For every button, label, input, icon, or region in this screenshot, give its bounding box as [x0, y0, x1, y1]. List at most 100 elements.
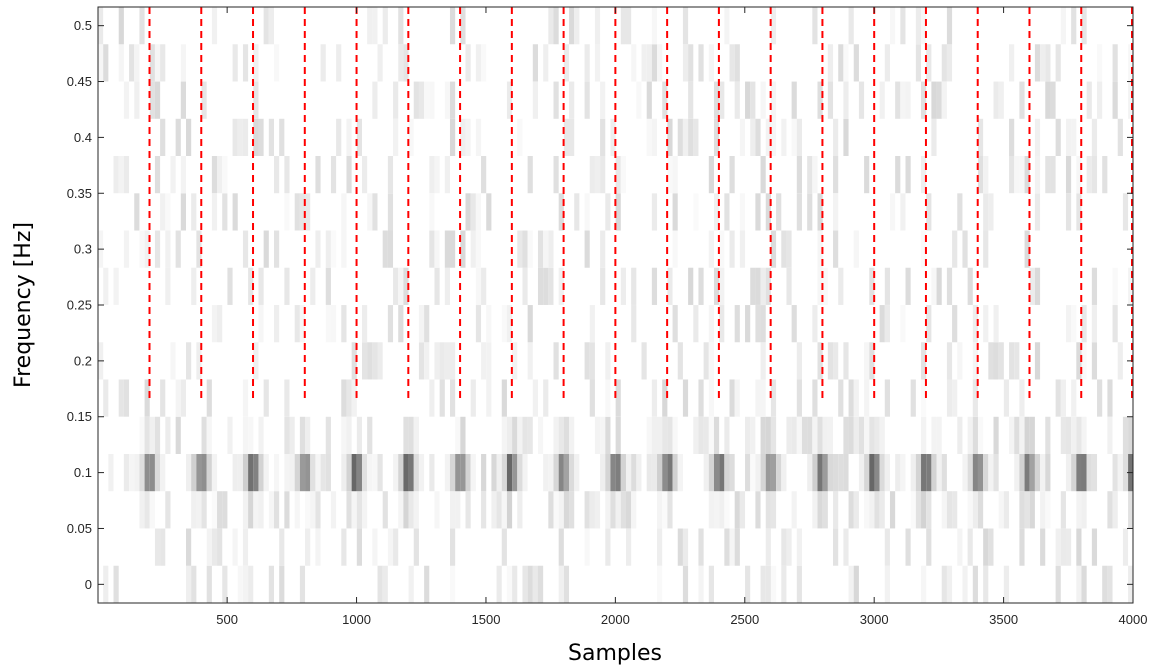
heatmap-cell	[1107, 379, 1113, 417]
heatmap-cell	[377, 44, 383, 82]
heatmap-cell	[108, 454, 114, 492]
heatmap-cell	[134, 193, 140, 231]
heatmap-cell	[750, 416, 756, 454]
heatmap-cell	[864, 454, 870, 492]
heatmap-cell	[657, 416, 663, 454]
heatmap-cell	[672, 193, 678, 231]
heatmap-cell	[957, 193, 963, 231]
heatmap-cell	[765, 118, 771, 156]
heatmap-cell	[921, 491, 927, 529]
heatmap-cell	[449, 565, 456, 603]
heatmap-cell	[682, 379, 689, 417]
heatmap-cell	[941, 491, 947, 529]
heatmap-cell	[506, 454, 513, 492]
heatmap-cell	[1024, 230, 1030, 268]
heatmap-cell	[289, 454, 295, 492]
heatmap-cell	[1112, 454, 1118, 492]
heatmap-cell	[160, 528, 166, 566]
heatmap-cell	[1081, 565, 1087, 603]
heatmap-cell	[465, 118, 471, 156]
heatmap-cell	[393, 528, 399, 566]
heatmap-cell	[631, 454, 637, 492]
heatmap-cell	[843, 44, 849, 82]
heatmap-cell	[646, 118, 652, 156]
heatmap-cell	[1112, 491, 1118, 529]
heatmap-cell	[677, 454, 683, 492]
heatmap-cell	[998, 491, 1004, 529]
heatmap-cell	[1009, 342, 1015, 380]
heatmap-cell	[284, 267, 290, 305]
heatmap-cell	[123, 230, 130, 268]
heatmap-cell	[952, 379, 958, 417]
heatmap-cell	[1091, 342, 1098, 380]
heatmap-cell	[641, 44, 647, 82]
heatmap-cell	[931, 416, 937, 454]
heatmap-cell	[232, 528, 238, 566]
heatmap-cell	[745, 565, 751, 603]
heatmap-cell	[553, 416, 559, 454]
heatmap-cell	[517, 416, 523, 454]
heatmap-cell	[1107, 565, 1113, 603]
heatmap-cell	[1019, 454, 1025, 492]
heatmap-cell	[154, 416, 161, 454]
heatmap-cell	[154, 528, 161, 566]
heatmap-cell	[962, 230, 968, 268]
heatmap-cell	[367, 7, 373, 45]
heatmap-cell	[470, 230, 476, 268]
heatmap-cell	[682, 528, 689, 566]
heatmap-cell	[175, 379, 181, 417]
heatmap-cell	[936, 454, 942, 492]
heatmap-cell	[1091, 267, 1098, 305]
heatmap-cell	[1091, 156, 1098, 194]
heatmap-cell	[703, 416, 709, 454]
heatmap-cell	[455, 416, 461, 454]
y-tick-label: 0.1	[74, 465, 92, 480]
heatmap-cell	[206, 565, 212, 603]
heatmap-cell	[584, 491, 590, 529]
heatmap-cell	[242, 491, 249, 529]
heatmap-cell	[708, 44, 714, 82]
heatmap-cell	[1045, 491, 1051, 529]
heatmap-cell	[651, 7, 658, 45]
heatmap-cell	[884, 305, 890, 343]
heatmap-cell	[1055, 379, 1061, 417]
heatmap-cell	[1071, 7, 1077, 45]
heatmap-cell	[1128, 267, 1134, 305]
heatmap-cell	[1003, 565, 1010, 603]
heatmap-cell	[393, 454, 399, 492]
heatmap-cell	[237, 454, 243, 492]
heatmap-cell	[268, 7, 274, 45]
heatmap-cell	[185, 454, 192, 492]
heatmap-cell	[279, 528, 285, 566]
heatmap-cell	[833, 193, 839, 231]
heatmap-cell	[662, 454, 668, 492]
heatmap-cell	[672, 454, 678, 492]
heatmap-cell	[786, 267, 792, 305]
heatmap-cell	[594, 156, 601, 194]
heatmap-cell	[1102, 565, 1108, 603]
heatmap-cell	[118, 44, 124, 82]
heatmap-cell	[946, 44, 953, 82]
heatmap-cell	[615, 193, 621, 231]
heatmap-cell	[123, 454, 130, 492]
heatmap-cell	[796, 565, 802, 603]
heatmap-cell	[1055, 44, 1061, 82]
heatmap-cell	[962, 454, 968, 492]
heatmap-cell	[149, 81, 155, 119]
heatmap-cell	[424, 305, 430, 343]
heatmap-cell	[367, 193, 373, 231]
heatmap-cell	[817, 230, 823, 268]
heatmap-cell	[553, 454, 559, 492]
heatmap-cell	[351, 454, 357, 492]
heatmap-cell	[305, 454, 311, 492]
heatmap-cell	[1040, 454, 1046, 492]
heatmap-cell	[574, 454, 580, 492]
heatmap-cell	[398, 44, 404, 82]
heatmap-cell	[403, 416, 409, 454]
heatmap-cell	[765, 193, 771, 231]
heatmap-cell	[848, 416, 854, 454]
heatmap-cell	[874, 491, 880, 529]
heatmap-cell	[848, 491, 854, 529]
heatmap-cell	[952, 491, 958, 529]
heatmap-cell	[569, 416, 575, 454]
